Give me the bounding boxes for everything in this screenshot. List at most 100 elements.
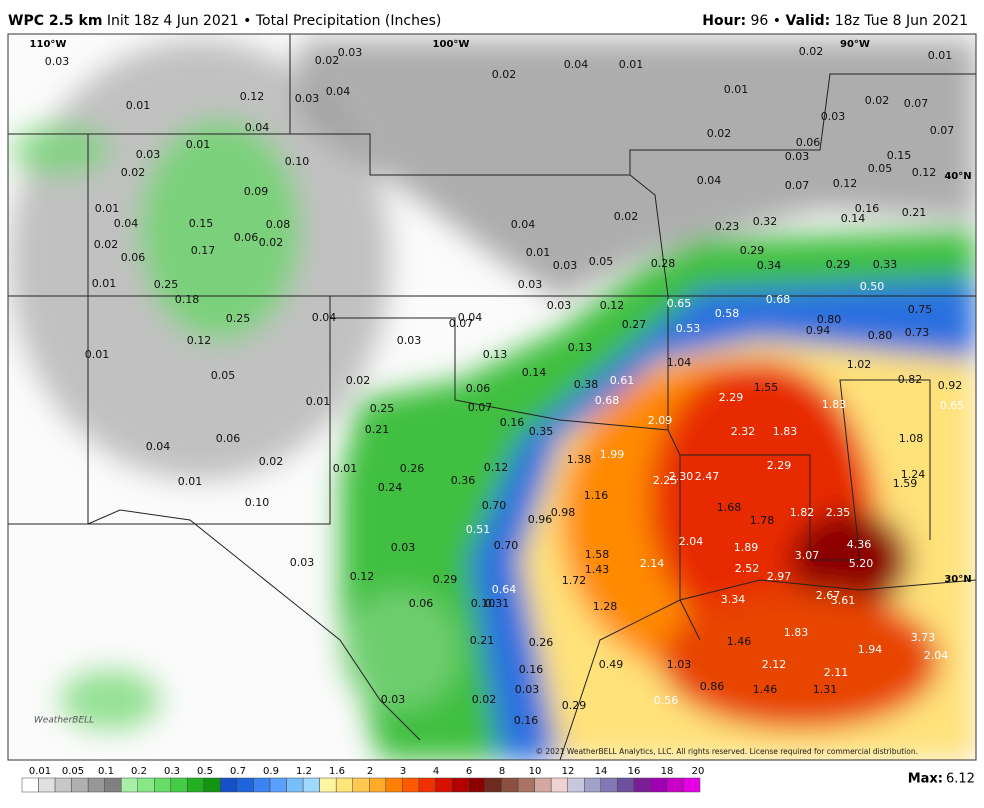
legend-swatch: [352, 777, 370, 793]
legend-swatch: [600, 777, 618, 793]
precip-amount: 0.51: [466, 523, 491, 536]
precip-amount: 0.05: [868, 162, 893, 175]
precip-amount: 0.96: [528, 513, 553, 526]
precip-amount: 0.07: [904, 97, 929, 110]
precip-amount: 0.80: [817, 313, 842, 326]
precip-amount: 0.06: [796, 136, 821, 149]
precip-amount: 1.89: [734, 541, 759, 554]
precip-amount: 0.61: [610, 374, 635, 387]
precip-amount: 0.04: [697, 174, 722, 187]
precip-amount: 0.04: [312, 311, 337, 324]
legend-swatch: [534, 777, 552, 793]
precip-amount: 0.14: [841, 212, 866, 225]
precip-amount: 0.23: [715, 220, 740, 233]
precip-amount: 0.02: [315, 54, 340, 67]
precip-amount: 0.80: [868, 329, 893, 342]
precip-amount: 1.58: [585, 548, 610, 561]
precip-amount: 0.21: [902, 206, 927, 219]
precip-amount: 0.98: [551, 506, 576, 519]
precip-amount: 0.02: [799, 45, 824, 58]
precip-amount: 0.02: [614, 210, 639, 223]
precip-amount: 0.06: [234, 231, 259, 244]
precip-amount: 0.68: [766, 293, 791, 306]
precip-amount: 0.49: [599, 658, 624, 671]
precip-amount: 2.52: [735, 562, 760, 575]
logo: WeatherBELL: [34, 716, 94, 726]
legend-swatch: [517, 777, 535, 793]
precip-amount: 0.21: [470, 634, 495, 647]
precip-amount: 0.05: [589, 255, 614, 268]
precip-amount: 0.70: [494, 539, 519, 552]
precip-amount: 0.50: [860, 280, 885, 293]
precip-amount: 0.02: [865, 94, 890, 107]
precip-amount: 0.03: [45, 55, 70, 68]
precip-amount: 1.59: [893, 477, 918, 490]
legend-swatch: [468, 777, 486, 793]
precip-amount: 1.55: [754, 381, 779, 394]
precip-amount: 0.75: [908, 303, 933, 316]
legend-swatch: [369, 777, 387, 793]
precip-amount: 0.04: [511, 218, 536, 231]
precip-amount: 0.13: [483, 348, 508, 361]
legend-swatch: [187, 777, 205, 793]
valid: 18z Tue 8 Jun 2021: [835, 13, 968, 29]
hour-label: Hour:: [702, 13, 746, 29]
legend-swatch: [120, 777, 139, 793]
precip-amount: 0.10: [245, 496, 270, 509]
precip-amount: 0.26: [400, 462, 425, 475]
precip-amount: 0.32: [753, 215, 778, 228]
legend-swatch: [269, 777, 287, 793]
precip-amount: 0.28: [651, 257, 676, 270]
legend-tick-label: 0.7: [230, 766, 246, 777]
precip-amount: 0.07: [785, 179, 810, 192]
precip-amount: 0.01: [619, 58, 644, 71]
precip-amount: 0.05: [211, 369, 236, 382]
legend-tick-label: 0.2: [131, 766, 147, 777]
precip-amount: 1.02: [847, 358, 872, 371]
precip-amount: 0.38: [574, 378, 599, 391]
precip-amount: 0.33: [873, 258, 898, 271]
state-borders: [8, 34, 976, 760]
legend-tick-label: 16: [628, 766, 641, 777]
legend-tick-label: 3: [400, 766, 406, 777]
model: WPC 2.5 km: [8, 13, 102, 29]
precip-amount: 0.29: [562, 699, 587, 712]
precip-amount: 0.06: [216, 432, 241, 445]
separator: •: [773, 13, 781, 29]
product: Total Precipitation (Inches): [255, 13, 442, 29]
precip-amount: 1.83: [822, 398, 847, 411]
lon-label: 100°W: [433, 39, 470, 50]
precip-amount: 0.01: [333, 462, 358, 475]
precip-amount: 0.01: [92, 277, 117, 290]
precip-amount: 1.38: [567, 453, 592, 466]
legend-swatch: [302, 777, 320, 793]
legend-tick-label: 0.1: [98, 766, 114, 777]
precip-amount: 0.31: [485, 597, 510, 610]
precip-amount: 1.46: [727, 635, 752, 648]
precip-amount: 3.61: [831, 594, 856, 607]
precip-amount: 0.01: [186, 138, 211, 151]
legend-tick-label: 4: [433, 766, 439, 777]
legend-swatch: [87, 777, 105, 793]
precip-amount: 0.08: [266, 218, 291, 231]
precip-amount: 0.04: [114, 217, 139, 230]
precip-amount: 0.04: [564, 58, 589, 71]
valid-label: Valid:: [786, 13, 831, 29]
legend-swatch: [253, 777, 271, 793]
legend-tick-label: 0.5: [197, 766, 213, 777]
precip-amount: 4.36: [847, 538, 872, 551]
precip-amount: 0.25: [226, 312, 251, 325]
precip-amount: 2.04: [924, 649, 949, 662]
precip-amount: 1.04: [667, 356, 692, 369]
precip-amount: 0.06: [466, 382, 491, 395]
legend-swatch: [220, 777, 238, 793]
legend-swatch: [385, 777, 403, 793]
precip-amount: 0.10: [285, 155, 310, 168]
precip-amount: 0.02: [94, 238, 119, 251]
legend-swatch: [633, 777, 651, 793]
precip-amount: 0.35: [529, 425, 554, 438]
legend-swatch: [650, 777, 668, 793]
precip-amount: 0.86: [700, 680, 725, 693]
precip-amount: 0.65: [667, 297, 692, 310]
